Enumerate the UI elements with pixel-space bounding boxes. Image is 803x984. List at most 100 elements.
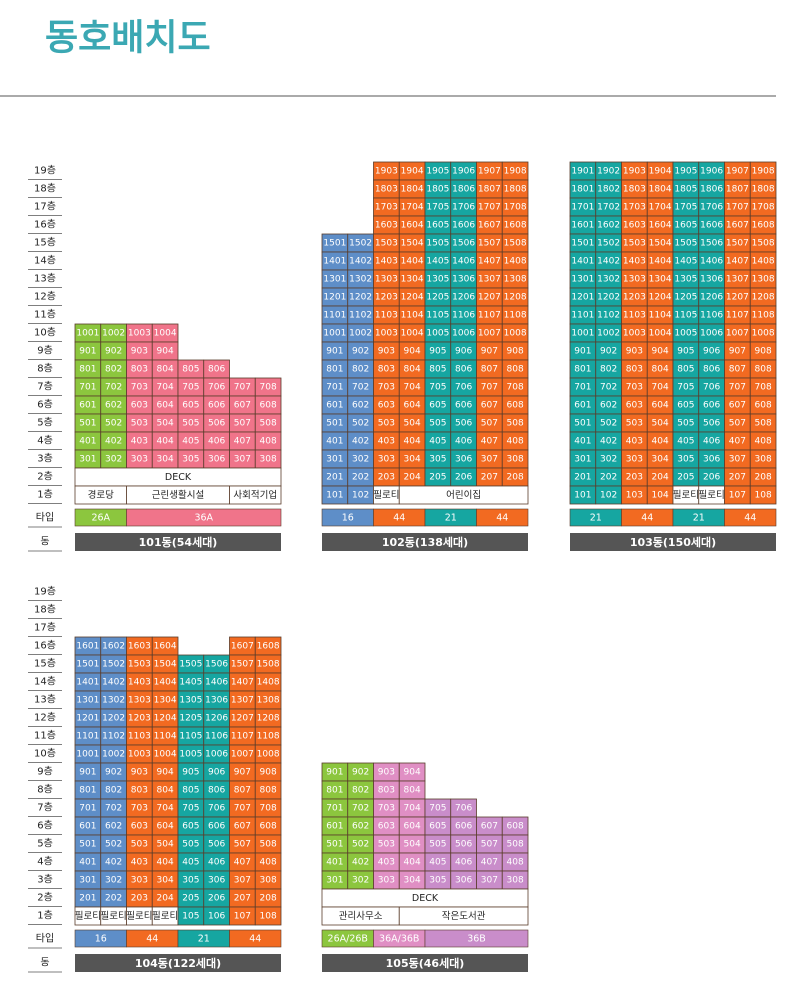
unit-label: 604 [157, 822, 174, 832]
unit-label: 308 [507, 876, 524, 886]
unit-label: 607 [234, 401, 251, 411]
unit-label: 703 [378, 804, 395, 814]
unit-label: 408 [260, 858, 277, 868]
unit-label: 205 [677, 473, 694, 483]
unit-label: 308 [755, 455, 772, 465]
unit-label: 305 [429, 455, 446, 465]
floor-label: 12층 [34, 712, 56, 724]
unit-label: 1302 [102, 696, 125, 706]
unit-label: 1407 [726, 257, 749, 267]
unit-label: 305 [182, 876, 199, 886]
unit-label: 1106 [452, 311, 475, 321]
unit-label: 1305 [426, 275, 449, 285]
building-name: 101동(54세대) [139, 535, 218, 549]
unit-label: 1507 [231, 660, 254, 670]
unit-label: 302 [600, 455, 617, 465]
floor-label: 13층 [34, 273, 56, 285]
unit-label: 1203 [623, 293, 646, 303]
unit-label: 401 [326, 437, 343, 447]
unit-label: 803 [626, 365, 643, 375]
unit-label: 501 [574, 419, 591, 429]
unit-label: 1003 [623, 329, 646, 339]
unit-label: 1806 [452, 185, 475, 195]
unit-label: 1002 [597, 329, 620, 339]
unit-label: 1404 [401, 257, 424, 267]
unit-label: 808 [755, 365, 772, 375]
type-label: 44 [393, 513, 405, 524]
floor-label: 7층 [37, 802, 53, 814]
unit-label: 1505 [674, 239, 697, 249]
unit-label: 407 [481, 437, 498, 447]
unit-label: 1801 [571, 185, 594, 195]
unit-label: 407 [481, 858, 498, 868]
unit-label: 901 [326, 347, 343, 357]
unit-label: 1001 [571, 329, 594, 339]
unit-label: 504 [652, 419, 669, 429]
unit-label: 606 [208, 401, 225, 411]
unit-label: 307 [481, 455, 498, 465]
type-label: 44 [641, 513, 653, 524]
unit-label: 1104 [649, 311, 672, 321]
unit-label: 708 [260, 804, 277, 814]
unit-label: 1206 [452, 293, 475, 303]
floor-label: 17층 [34, 622, 56, 634]
unit-label: 1302 [349, 275, 372, 285]
unit-label: 1507 [726, 239, 749, 249]
unit-label: 1208 [752, 293, 775, 303]
unit-label: 1103 [623, 311, 646, 321]
unit-label: 601 [79, 401, 96, 411]
unit-label: 403 [131, 437, 148, 447]
floor-label: 8층 [37, 363, 53, 375]
unit-label: 701 [79, 383, 96, 393]
unit-label: 1401 [76, 678, 99, 688]
unit-label: 502 [105, 419, 122, 429]
unit-label: 1308 [752, 275, 775, 285]
unit-label: 705 [677, 383, 694, 393]
unit-label: 307 [234, 876, 251, 886]
unit-label: 308 [260, 455, 277, 465]
unit-label: 1604 [401, 221, 424, 231]
unit-label: 1902 [597, 167, 620, 177]
page-title: 동호배치도 [45, 18, 211, 59]
unit-label: 301 [326, 876, 343, 886]
unit-label: 1408 [752, 257, 775, 267]
unit-label: 1003 [128, 329, 151, 339]
unit-label: 707 [234, 804, 251, 814]
unit-label: 902 [105, 347, 122, 357]
unit-label: 1407 [231, 678, 254, 688]
unit-label: 404 [157, 858, 174, 868]
unit-label: 1108 [752, 311, 775, 321]
unit-label: 408 [260, 437, 277, 447]
type-label: 16 [342, 513, 354, 524]
unit-label: 207 [729, 473, 746, 483]
unit-label: 1803 [623, 185, 646, 195]
unit-label: 802 [352, 365, 369, 375]
unit-label: 1207 [726, 293, 749, 303]
unit-label: 902 [600, 347, 617, 357]
unit-cell [254, 906, 282, 926]
facility-label: DECK [165, 472, 192, 483]
facility-label: 필로티 [373, 489, 399, 501]
unit-label: 406 [208, 858, 225, 868]
facility-label: 필로티 [152, 910, 178, 922]
unit-label: 1202 [349, 293, 372, 303]
unit-label: 904 [157, 768, 174, 778]
unit-label: 408 [507, 858, 524, 868]
unit-label: 1301 [76, 696, 99, 706]
unit-label: 808 [260, 786, 277, 796]
unit-label: 404 [404, 858, 421, 868]
facility-label: 어린이집 [446, 489, 481, 501]
unit-label: 406 [455, 858, 472, 868]
unit-label: 605 [182, 401, 199, 411]
unit-label: 1505 [179, 660, 202, 670]
unit-label: 606 [455, 401, 472, 411]
unit-label: 1107 [478, 311, 501, 321]
unit-label: 1107 [726, 311, 749, 321]
unit-label: 1006 [205, 750, 228, 760]
unit-label: 504 [404, 840, 421, 850]
unit-label: 1408 [257, 678, 280, 688]
unit-label: 801 [326, 786, 343, 796]
type-label: 36B [467, 934, 486, 945]
unit-label: 401 [574, 437, 591, 447]
unit-label: 1703 [623, 203, 646, 213]
